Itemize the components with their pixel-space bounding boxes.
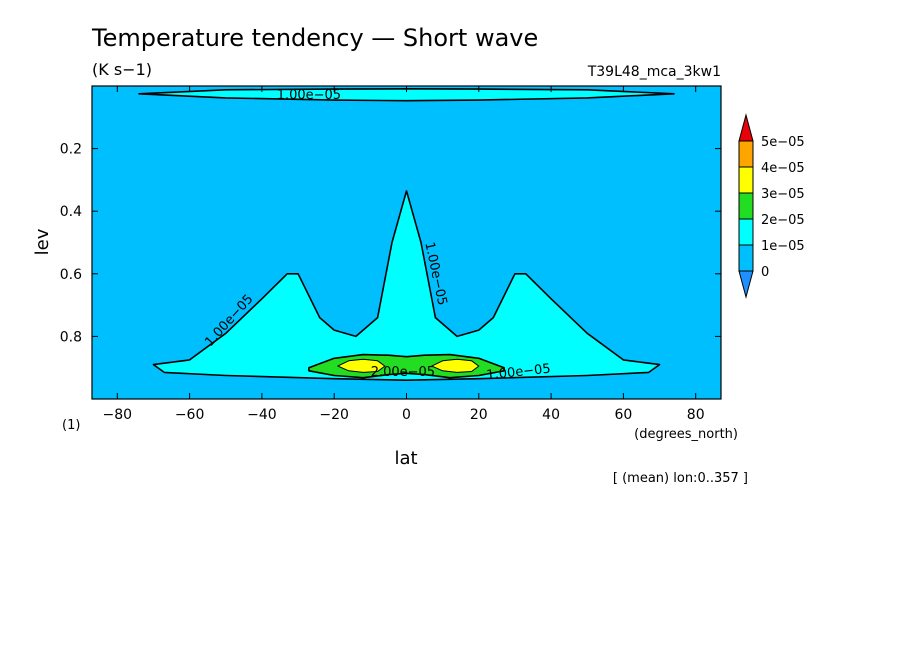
colorbar-label: 1e−05 <box>761 239 805 254</box>
colorbar-box <box>738 140 754 168</box>
x-tick-label: −80 <box>103 407 133 423</box>
contour-region-4 <box>337 358 386 373</box>
x-tick-label: 20 <box>470 407 488 423</box>
contour-label-5: 1.00e−05 <box>277 88 341 103</box>
contour-region-5 <box>431 358 480 373</box>
x-tick-label: −20 <box>319 407 349 423</box>
colorbar-box <box>738 192 754 220</box>
x-tick-label: −60 <box>175 407 205 423</box>
x-tick-label: 60 <box>614 407 632 423</box>
x-axis-units: (degrees_north) <box>634 427 738 442</box>
y-tick-label: 0.6 <box>60 267 82 283</box>
run-label: T39L48_mca_3kw1 <box>587 64 721 80</box>
y-tick-label: 0.8 <box>60 329 82 345</box>
contour-label-4: 1.00e−05 <box>486 362 552 384</box>
y-axis-units: (1) <box>62 418 80 433</box>
averaging-note: [ (mean) lon:0..357 ] <box>613 471 748 486</box>
colorbar-box <box>738 218 754 246</box>
colorbar-label: 0 <box>761 265 769 280</box>
y-tick-label: 0.2 <box>60 142 82 158</box>
x-axis-ticks: −80 −60 −40 −20 0 20 40 60 80 <box>103 86 705 423</box>
y-axis-label: lev <box>32 228 53 255</box>
chart-title: Temperature tendency — Short wave <box>91 24 538 52</box>
x-tick-label: 80 <box>687 407 705 423</box>
colorbar-label: 3e−05 <box>761 187 805 202</box>
colorbar-label: 5e−05 <box>761 135 805 150</box>
x-tick-label: 0 <box>402 407 411 423</box>
x-axis-label: lat <box>394 448 417 469</box>
colorbar-box <box>738 244 754 272</box>
x-tick-label: −40 <box>247 407 277 423</box>
y-tick-label: 0.4 <box>60 204 82 220</box>
units-label: (K s−1) <box>92 60 152 79</box>
contour-region-1 <box>152 190 661 382</box>
x-tick-label: 40 <box>542 407 560 423</box>
colorbar: 5e−05 4e−05 3e−05 2e−05 1e−05 0 <box>738 113 805 299</box>
y-axis-ticks: 0.2 0.4 0.6 0.8 <box>60 142 721 345</box>
colorbar-label: 4e−05 <box>761 161 805 176</box>
colorbar-extend-top <box>738 113 754 142</box>
contour-label-3: 2.00e−05 <box>371 365 435 380</box>
colorbar-extend-bottom <box>738 270 754 299</box>
contour-regions <box>138 88 675 382</box>
colorbar-box <box>738 166 754 194</box>
colorbar-label: 2e−05 <box>761 213 805 228</box>
